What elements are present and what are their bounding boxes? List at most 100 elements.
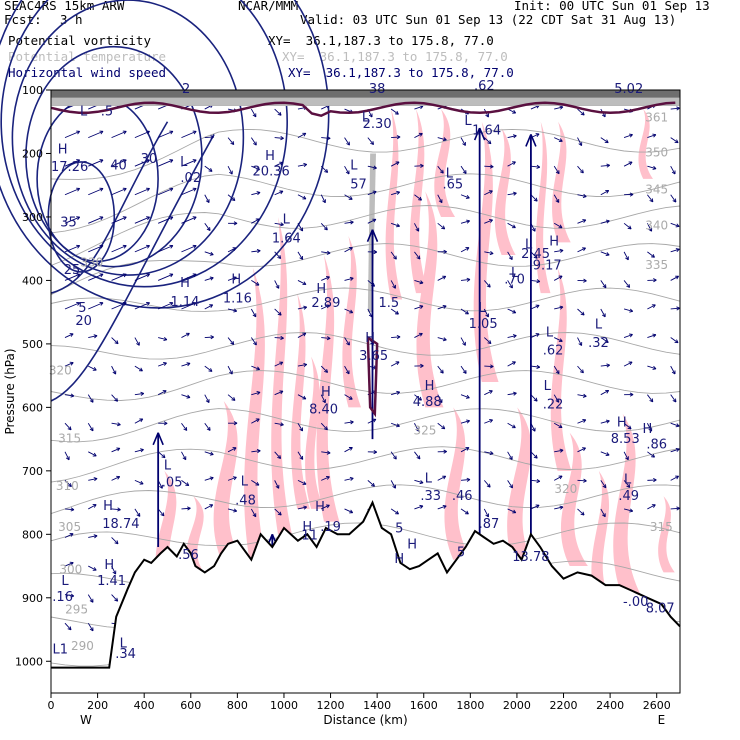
wind-vector-head	[324, 168, 329, 173]
x-tick-label: 200	[87, 699, 108, 712]
pv-plume	[552, 121, 571, 243]
wind-vector-head	[583, 278, 587, 283]
wind-vector-head	[555, 170, 560, 175]
wind-vector-head	[372, 218, 377, 223]
wind-vector-head	[605, 452, 610, 456]
wind-vector-head	[192, 273, 197, 278]
wind-vector-head	[489, 164, 494, 169]
pv-extremum-label: .32	[588, 336, 609, 351]
wind-vector	[181, 451, 187, 460]
wind-vector-head	[206, 227, 211, 231]
pv-extremum-label: 1.64	[472, 123, 501, 138]
pv-plume	[535, 121, 551, 294]
wind-vector	[344, 221, 354, 224]
wind-vector	[670, 307, 680, 310]
wind-vector-head	[396, 190, 401, 195]
wind-vector-head	[439, 169, 444, 174]
wind-vector-head	[512, 509, 517, 514]
wind-vector	[111, 188, 127, 196]
pv-extremum-label: H	[315, 500, 325, 515]
wind-vector	[530, 451, 538, 459]
pv-extremum-label: L	[241, 474, 249, 489]
wind-vector	[344, 447, 353, 453]
wind-vector	[111, 159, 127, 167]
wind-vector	[274, 480, 280, 489]
wind-vector	[507, 192, 517, 196]
wind-vector-head	[205, 399, 210, 403]
wind-vector	[600, 420, 610, 424]
wind-vector	[670, 194, 677, 203]
wind-vector	[577, 219, 587, 224]
wind-vector	[297, 306, 307, 310]
pv-plume	[591, 470, 615, 611]
wind-vector-head	[371, 482, 375, 487]
wind-vector	[437, 365, 444, 374]
pv-extremum-label: .02	[180, 171, 201, 186]
wind-vector-head	[229, 170, 233, 175]
wind-vector	[227, 165, 233, 175]
wind-vector	[577, 419, 586, 424]
wind-vector	[111, 422, 121, 426]
x-tick-label: 400	[134, 699, 155, 712]
wind-vector	[227, 308, 237, 312]
wind-vector-head	[185, 482, 190, 487]
wind-vector-head	[559, 305, 564, 310]
wind-vector-head	[626, 483, 631, 488]
wind-vector-head	[652, 365, 657, 370]
wind-vector-head	[628, 361, 633, 366]
wind-vector-head	[112, 570, 117, 575]
tropopause-band	[50, 90, 680, 418]
wind-vector	[507, 308, 516, 314]
wind-vector-head	[513, 191, 517, 196]
wind-vector	[460, 247, 470, 253]
wind-vector	[157, 390, 167, 396]
wind-vector-head	[323, 226, 328, 231]
wind-vector	[321, 451, 331, 454]
wind-vector-head	[582, 418, 587, 423]
wind-vector	[344, 421, 354, 424]
wind-vector	[577, 308, 585, 316]
wind-vector	[157, 451, 166, 458]
y-tick-label: 600	[22, 401, 43, 414]
wind-vector	[670, 222, 680, 227]
wind-vector	[321, 504, 330, 510]
wind-vector-head	[536, 164, 541, 169]
wind-vector	[553, 194, 560, 203]
wind-vector-head	[511, 224, 516, 229]
theta-label: 325	[413, 424, 436, 438]
wind-vector-head	[420, 363, 424, 368]
wind-vector-head	[116, 475, 121, 480]
wind-vector-head	[256, 366, 261, 371]
wind-vector	[437, 337, 447, 341]
wind-vector-head	[252, 113, 257, 118]
pv-extremum-label: L	[61, 574, 69, 589]
wind-vector-head	[303, 305, 308, 310]
wind-vector-head	[535, 304, 540, 309]
wind-vector-head	[674, 339, 679, 344]
wind-vector-head	[419, 480, 424, 485]
wind-vector	[251, 418, 260, 424]
wind-vector	[670, 248, 680, 253]
wind-vector	[64, 422, 72, 431]
wind-contour	[11, 0, 245, 276]
wind-vector	[414, 423, 420, 432]
wind-vector	[227, 476, 237, 481]
wind-vector-head	[345, 370, 350, 375]
wind-vector-head	[230, 341, 235, 345]
wind-vector-head	[373, 165, 377, 170]
stratosphere-band-light	[51, 97, 680, 106]
wind-vector-head	[466, 219, 470, 224]
wind-vector-head	[629, 308, 634, 313]
wind-vector-head	[206, 426, 211, 431]
wind-vector-head	[396, 390, 401, 395]
wind-vector-head	[559, 448, 564, 453]
wind-vector	[64, 394, 74, 397]
wind-vector-head	[280, 136, 284, 141]
wind-vector	[600, 251, 610, 256]
wind-vector	[600, 364, 610, 367]
pv-plume	[560, 432, 588, 567]
wind-vector-head	[89, 598, 94, 603]
wind-vector-head	[555, 398, 560, 403]
wind-vector-head	[233, 221, 238, 226]
